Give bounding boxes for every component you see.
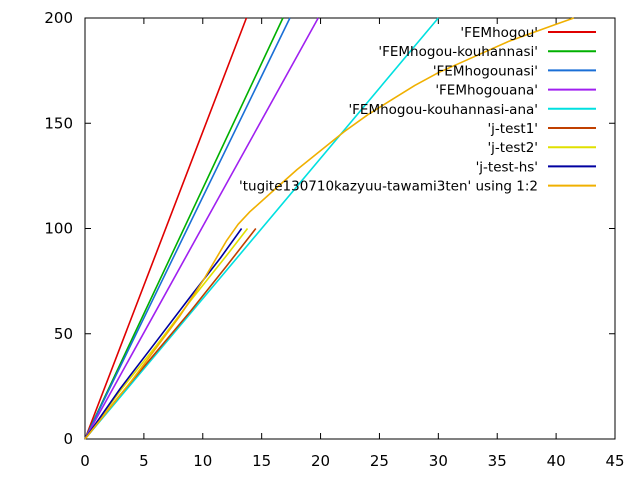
series-lines — [84, 17, 575, 440]
y-axis: 0 50 100 150 200 — [44, 9, 615, 448]
series-line-8 — [84, 228, 243, 440]
x-tick-label: 5 — [139, 452, 149, 470]
series-line-2 — [84, 17, 284, 440]
x-axis: 0 5 10 15 20 25 30 35 40 45 — [80, 18, 625, 470]
legend-label: 'FEMhogou-kouhannasi-ana' — [348, 102, 538, 118]
series-line-3 — [84, 17, 291, 440]
legend-label: 'FEMhogouana' — [435, 83, 538, 99]
x-tick-label: 40 — [547, 452, 566, 470]
legend-label: 'j-test1' — [487, 121, 538, 137]
legend-label: 'FEMhogou-kouhannasi' — [378, 44, 538, 60]
y-tick-label: 50 — [54, 325, 73, 343]
x-tick-label: 10 — [193, 452, 212, 470]
series-line-7 — [84, 228, 249, 440]
y-tick-label: 150 — [44, 114, 73, 132]
series-line-9 — [84, 17, 575, 440]
x-tick-label: 35 — [488, 452, 507, 470]
series-line-5 — [84, 17, 439, 440]
legend: 'FEMhogou' 'FEMhogou-kouhannasi' 'FEMhogou… — [239, 25, 596, 195]
legend-label: 'j-test2' — [487, 140, 538, 156]
y-tick-label: 100 — [44, 220, 73, 238]
legend-label: 'FEMhogounasi' — [433, 63, 538, 79]
plot-frame — [84, 17, 616, 440]
legend-label: 'j-test-hs' — [476, 159, 538, 175]
y-tick-label: 0 — [63, 430, 73, 448]
x-tick-label: 0 — [80, 452, 90, 470]
x-tick-label: 45 — [605, 452, 624, 470]
y-tick-label: 200 — [44, 9, 73, 27]
x-tick-label: 15 — [252, 452, 271, 470]
x-tick-label: 30 — [429, 452, 448, 470]
x-tick-label: 20 — [311, 452, 330, 470]
x-tick-label: 25 — [370, 452, 389, 470]
series-line-1 — [84, 17, 248, 440]
series-line-4 — [84, 17, 319, 440]
legend-label: 'tugite130710kazyuu-tawami3ten' using 1:… — [239, 179, 538, 195]
legend-label: 'FEMhogou' — [460, 25, 538, 41]
